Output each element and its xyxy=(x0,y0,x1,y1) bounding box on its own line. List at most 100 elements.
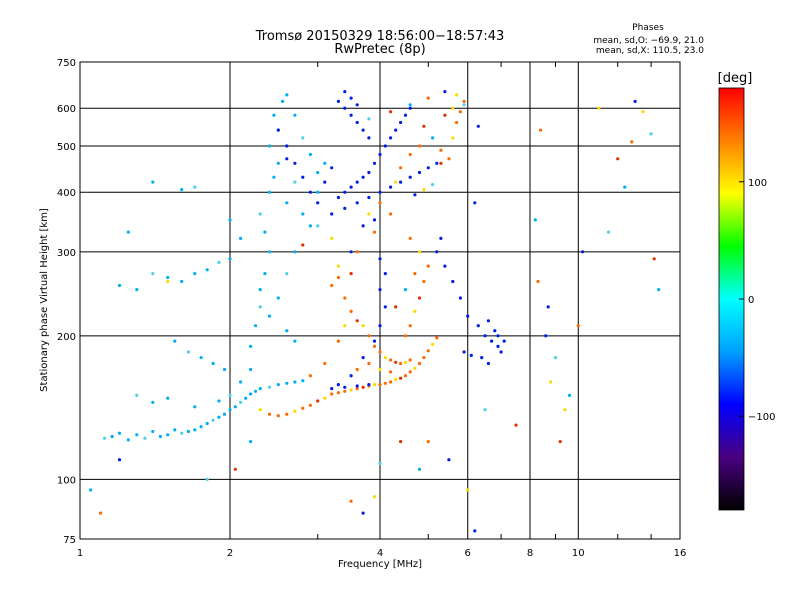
data-point xyxy=(399,120,403,125)
data-point xyxy=(258,305,262,309)
data-point xyxy=(166,433,170,437)
data-point xyxy=(378,324,382,328)
data-point xyxy=(361,128,365,132)
data-point xyxy=(514,423,518,427)
data-point xyxy=(486,361,490,366)
data-point xyxy=(285,201,289,205)
data-point xyxy=(367,136,371,140)
data-point xyxy=(383,272,387,276)
data-point xyxy=(372,230,377,234)
data-point xyxy=(496,334,500,338)
colorbar-tick-label: −100 xyxy=(748,412,775,423)
data-point xyxy=(336,195,340,200)
data-point xyxy=(126,230,130,234)
data-point xyxy=(378,257,382,261)
data-point xyxy=(117,458,122,462)
data-point xyxy=(367,383,371,387)
data-point xyxy=(657,288,661,292)
data-point xyxy=(399,180,403,184)
data-point xyxy=(413,366,417,370)
data-point xyxy=(293,409,297,413)
data-point xyxy=(330,212,334,216)
data-point xyxy=(99,511,103,515)
data-point xyxy=(394,180,398,184)
data-point xyxy=(330,166,334,170)
data-point xyxy=(447,458,451,462)
data-points xyxy=(89,90,661,533)
data-point xyxy=(336,383,340,387)
data-point xyxy=(228,393,232,397)
data-point xyxy=(480,356,484,360)
data-point xyxy=(408,175,412,179)
data-point xyxy=(323,396,327,400)
data-point xyxy=(606,230,611,234)
data-point xyxy=(473,529,477,533)
data-point xyxy=(349,374,353,378)
colorbar-label: [deg] xyxy=(718,71,753,86)
data-point xyxy=(408,324,412,328)
data-point xyxy=(378,383,382,387)
data-point xyxy=(89,488,93,492)
data-point xyxy=(431,183,435,187)
data-point xyxy=(249,367,253,372)
data-point xyxy=(308,190,312,194)
data-point xyxy=(316,224,320,228)
data-point xyxy=(378,367,382,372)
data-point xyxy=(166,396,170,400)
data-point xyxy=(469,353,473,357)
y-axis: 75 100 200 300 400 500 600 750 xyxy=(57,58,76,546)
data-point xyxy=(378,190,382,194)
data-point xyxy=(316,399,320,403)
data-point xyxy=(336,99,340,103)
data-point xyxy=(355,120,359,125)
data-point xyxy=(431,342,435,346)
data-point xyxy=(355,367,359,372)
data-point xyxy=(293,180,297,184)
data-point xyxy=(408,103,412,107)
data-point xyxy=(330,387,334,391)
data-point xyxy=(372,344,377,348)
data-point xyxy=(394,360,398,364)
colorbar-ticks: 100 0 −100 xyxy=(739,178,775,423)
data-point xyxy=(361,324,365,328)
data-point xyxy=(417,170,422,175)
x-tick-label: 8 xyxy=(527,548,533,559)
data-point xyxy=(349,113,353,117)
plot-frame xyxy=(79,61,681,540)
data-point xyxy=(323,180,327,184)
data-point xyxy=(466,314,470,318)
data-point xyxy=(285,381,289,385)
data-point xyxy=(349,96,353,100)
data-point xyxy=(193,405,197,409)
data-point xyxy=(549,380,553,384)
data-point xyxy=(330,392,334,396)
x-tick-label: 1 xyxy=(77,548,83,559)
data-point xyxy=(151,429,155,434)
data-point xyxy=(394,305,398,309)
data-point xyxy=(258,288,262,292)
data-point xyxy=(316,170,320,175)
data-point xyxy=(378,201,382,205)
y-tick-label: 75 xyxy=(63,535,76,546)
data-point xyxy=(422,356,426,360)
data-point xyxy=(641,110,645,114)
data-point xyxy=(244,396,248,400)
data-point xyxy=(372,495,377,499)
data-point xyxy=(408,358,412,362)
data-point xyxy=(276,128,280,132)
data-point xyxy=(399,361,403,366)
data-point xyxy=(581,250,585,254)
data-point xyxy=(399,376,403,380)
data-point xyxy=(447,157,451,161)
data-point xyxy=(349,185,353,189)
data-point xyxy=(563,408,567,412)
data-point xyxy=(483,334,487,338)
data-point xyxy=(367,212,371,216)
data-point xyxy=(439,161,443,165)
data-point xyxy=(205,477,209,481)
data-point xyxy=(486,319,490,323)
data-point xyxy=(408,370,412,374)
data-point xyxy=(316,190,320,194)
data-point xyxy=(443,264,447,268)
data-point xyxy=(462,99,466,103)
